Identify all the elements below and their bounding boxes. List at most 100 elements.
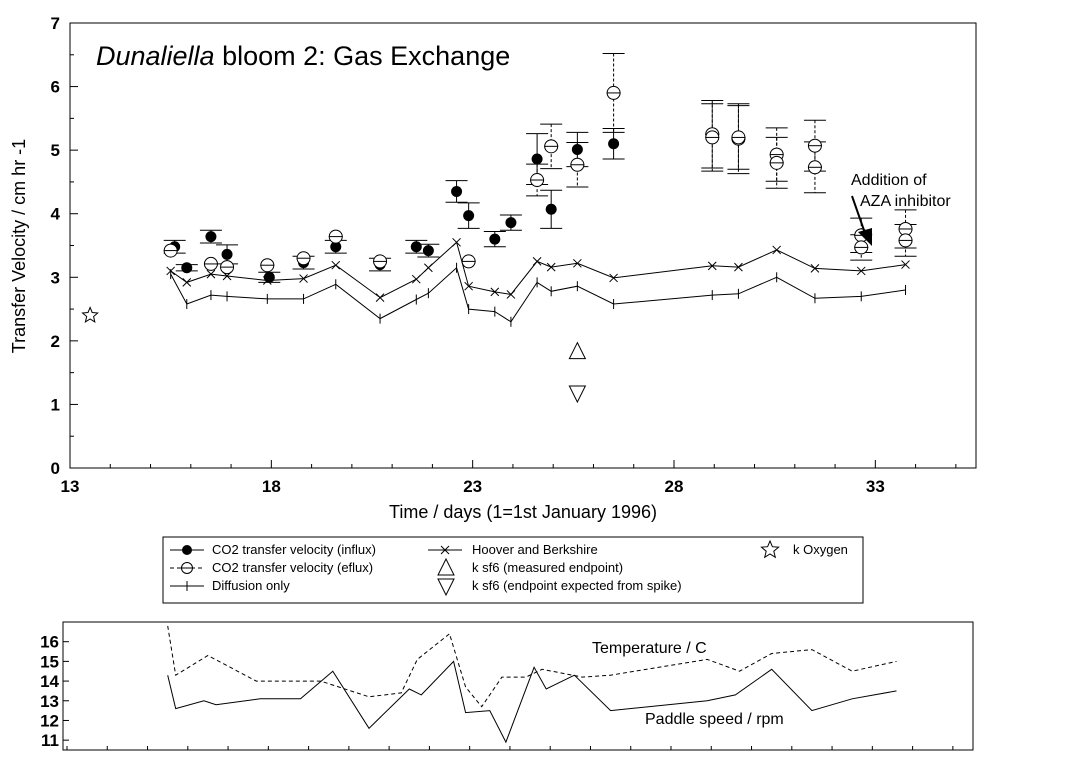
chart-title-italic: Dunaliella bbox=[96, 41, 215, 71]
x-tick-label: 13 bbox=[61, 477, 80, 496]
x-tick-label: 18 bbox=[262, 477, 281, 496]
legend-key-diffusion bbox=[170, 581, 204, 591]
y-tick-label: 5 bbox=[51, 141, 60, 160]
influx-point bbox=[608, 138, 620, 150]
influx-point bbox=[571, 144, 583, 156]
series-line bbox=[170, 266, 906, 323]
hoover-point bbox=[609, 273, 618, 283]
annotation-arrow bbox=[851, 195, 872, 246]
influx-point bbox=[263, 271, 275, 283]
hoover-point bbox=[856, 266, 866, 276]
x-tick-label: 23 bbox=[463, 477, 482, 496]
annotation-line-2: AZA inhibitor bbox=[860, 193, 951, 210]
hoover-point bbox=[375, 293, 385, 302]
hoover-point bbox=[182, 278, 192, 287]
influx-point bbox=[505, 217, 517, 229]
chart-title-rest: bloom 2: Gas Exchange bbox=[215, 41, 511, 71]
legend-label-oxygen: k Oxygen bbox=[793, 542, 848, 557]
bottom-series-lines bbox=[167, 625, 897, 744]
legend-label-sf6-measured: k sf6 (measured endpoint) bbox=[472, 560, 623, 575]
bottom-y-tick-label: 15 bbox=[40, 652, 59, 671]
hoover-point bbox=[772, 245, 782, 255]
main-plot-frame bbox=[69, 22, 977, 469]
hoover-point bbox=[707, 261, 717, 271]
hoover-point bbox=[573, 258, 582, 268]
hoover-point bbox=[166, 266, 176, 276]
influx-point bbox=[330, 241, 342, 253]
y-tick-label: 7 bbox=[51, 14, 60, 33]
oxygen-point bbox=[81, 306, 99, 323]
legend-key-influx bbox=[170, 545, 204, 555]
hoover-point bbox=[331, 260, 341, 270]
temperature-label: Temperature / C bbox=[592, 640, 707, 657]
legend-frame bbox=[162, 536, 864, 604]
hoover-point bbox=[411, 274, 421, 284]
legend-label-influx: CO2 transfer velocity (influx) bbox=[212, 542, 376, 557]
hoover-point bbox=[734, 262, 743, 272]
paddle-speed-label: Paddle speed / rpm bbox=[645, 711, 784, 728]
hoover-point bbox=[490, 287, 500, 297]
x-tick-label: 33 bbox=[866, 477, 885, 496]
legend-key-eflux bbox=[170, 562, 204, 574]
bottom-y-tick-label: 14 bbox=[40, 672, 59, 691]
legend-key-sf6-measured bbox=[437, 557, 455, 576]
hoover-point bbox=[262, 276, 272, 285]
hoover-point bbox=[532, 257, 542, 266]
chart-title: Dunaliella bloom 2: Gas Exchange bbox=[96, 41, 510, 71]
influx-point bbox=[422, 245, 434, 257]
series-line bbox=[170, 241, 906, 299]
x-tick-label: 28 bbox=[665, 477, 684, 496]
y-axis-label: Transfer Velocity / cm hr -1 bbox=[9, 139, 29, 353]
influx-point bbox=[451, 185, 463, 197]
legend-key-oxygen bbox=[760, 539, 780, 559]
influx-point bbox=[205, 231, 217, 243]
y-tick-label: 4 bbox=[51, 205, 61, 224]
hoover-point bbox=[810, 264, 820, 273]
influx-point bbox=[181, 262, 193, 274]
temperature-line bbox=[167, 625, 897, 708]
main-markers bbox=[81, 85, 913, 404]
x-axis-label: Time / days (1=1st January 1996) bbox=[389, 502, 657, 522]
influx-point bbox=[463, 210, 475, 222]
legend: CO2 transfer velocity (influx) CO2 trans… bbox=[162, 536, 864, 604]
hoover-point bbox=[299, 274, 308, 283]
main-error-bars bbox=[163, 53, 917, 283]
legend-label-eflux: CO2 transfer velocity (eflux) bbox=[212, 560, 373, 575]
hoover-point bbox=[452, 237, 461, 247]
y-tick-label: 3 bbox=[51, 268, 60, 287]
annotation-line-1: Addition of bbox=[851, 172, 927, 189]
hoover-point bbox=[901, 260, 910, 269]
hoover-point bbox=[206, 269, 216, 279]
influx-point bbox=[545, 203, 557, 215]
legend-label-hoover: Hoover and Berkshire bbox=[472, 542, 598, 557]
bottom-y-tick-label: 16 bbox=[40, 633, 59, 652]
bottom-y-tick-label: 11 bbox=[41, 731, 59, 750]
influx-point bbox=[221, 248, 233, 260]
paddle-speed-line bbox=[167, 660, 897, 744]
y-tick-label: 1 bbox=[51, 395, 60, 414]
influx-point bbox=[489, 233, 501, 245]
influx-point bbox=[410, 241, 422, 253]
y-tick-label: 0 bbox=[51, 459, 60, 478]
hoover-point bbox=[546, 262, 556, 272]
bottom-plot-frame bbox=[62, 621, 974, 751]
main-series-lines bbox=[170, 241, 906, 323]
legend-label-diffusion: Diffusion only bbox=[212, 578, 290, 593]
legend-label-sf6-expected: k sf6 (endpoint expected from spike) bbox=[472, 578, 682, 593]
sf6-measured-point bbox=[568, 341, 587, 360]
legend-key-sf6-expected bbox=[437, 578, 455, 597]
sf6-expected-point bbox=[568, 385, 587, 404]
legend-key-hoover bbox=[428, 545, 462, 555]
bottom-y-tick-label: 12 bbox=[40, 711, 59, 730]
bottom-y-tick-label: 13 bbox=[40, 692, 59, 711]
hoover-point bbox=[464, 281, 473, 291]
hoover-point bbox=[222, 271, 232, 281]
y-tick-label: 6 bbox=[51, 78, 60, 97]
y-tick-label: 2 bbox=[51, 332, 60, 351]
hoover-point bbox=[424, 263, 433, 273]
hoover-point bbox=[506, 290, 516, 299]
influx-point bbox=[531, 153, 543, 165]
